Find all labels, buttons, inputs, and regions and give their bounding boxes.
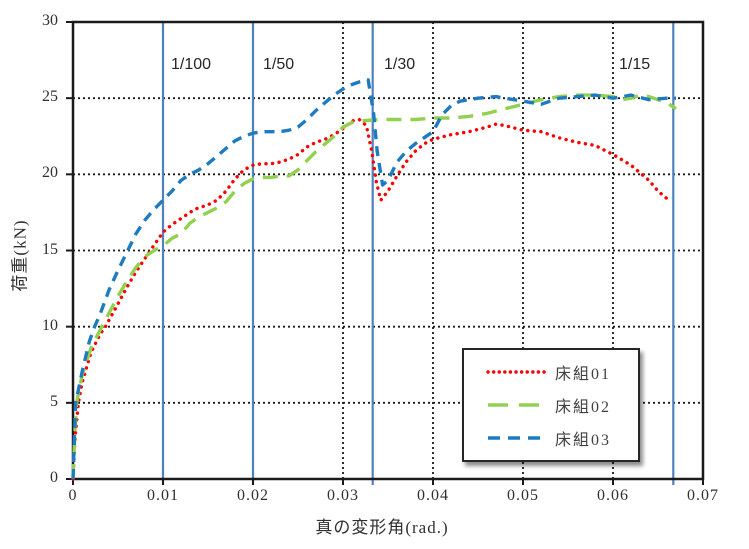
x-tick-label: 0.05 [507, 487, 539, 504]
x-tick-label: 0.02 [237, 487, 269, 504]
x-tick-label: 0.07 [687, 487, 719, 504]
x-tick-label: 0 [68, 487, 78, 504]
legend: 床組01 床組02 床組03 [462, 348, 640, 462]
y-tick-label: 0 [50, 469, 58, 486]
legend-label: 床組01 [555, 365, 612, 383]
y-tick-label: 5 [50, 392, 58, 410]
annotation-1-30: 1/30 [384, 56, 416, 73]
y-tick-label: 20 [42, 164, 58, 182]
legend-swatch-long-dash [488, 403, 548, 407]
legend-item-yukagumi02: 床組02 [486, 393, 638, 417]
annotation-1-50: 1/50 [263, 56, 295, 73]
legend-label: 床組03 [555, 432, 612, 450]
x-tick-label: 0.06 [597, 487, 629, 504]
y-tick-label: 15 [42, 240, 58, 258]
series-line-床組02 [71, 93, 677, 480]
x-axis-title: 真の変形角(rad.) [315, 518, 449, 537]
y-tick-label: 30 [42, 12, 58, 29]
x-tick-label: 0.04 [417, 487, 449, 504]
legend-label: 床組02 [555, 398, 612, 416]
annotation-1-100: 1/100 [171, 56, 212, 73]
x-tick-label: 0.03 [327, 487, 359, 504]
series-line-床組01 [71, 117, 669, 481]
annotation-1-15: 1/15 [619, 56, 651, 73]
legend-swatch-dotted [486, 369, 550, 374]
series-layer [71, 78, 677, 481]
y-tick-label: 25 [42, 88, 58, 106]
legend-swatch-dash [488, 436, 548, 441]
x-tick-label: 0.01 [147, 487, 179, 504]
legend-item-yukagumi03: 床組03 [486, 426, 638, 450]
ticks-layer [66, 21, 704, 485]
y-tick-label: 10 [42, 316, 58, 334]
series-line-床組03 [71, 78, 676, 480]
legend-item-yukagumi01: 床組01 [486, 360, 638, 384]
